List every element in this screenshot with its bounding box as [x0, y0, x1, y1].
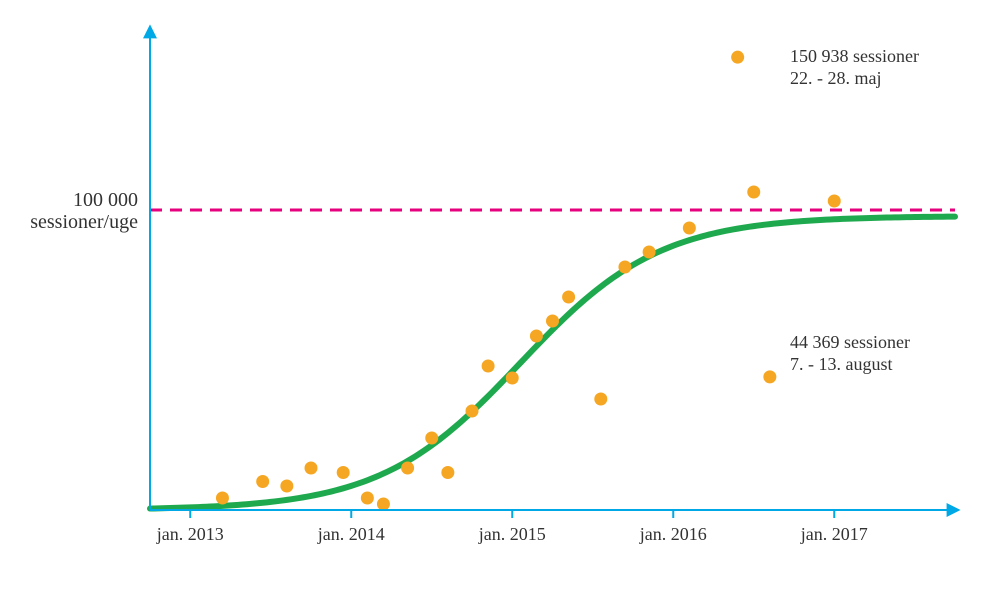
y-axis-label: 100 000sessioner/uge	[30, 189, 138, 233]
data-point	[361, 492, 374, 505]
x-tick-label: jan. 2017	[800, 524, 868, 544]
data-point	[425, 432, 438, 445]
data-point	[618, 261, 631, 274]
scatter-points	[216, 51, 841, 511]
data-point	[546, 315, 559, 328]
data-point	[216, 492, 229, 505]
data-point	[401, 462, 414, 475]
x-tick-label: jan. 2013	[156, 524, 224, 544]
data-point	[747, 186, 760, 199]
annotation: 150 938 sessioner22. - 28. maj	[790, 46, 919, 88]
annotation: 44 369 sessioner7. - 13. august	[790, 332, 910, 374]
data-point	[441, 466, 454, 479]
data-point	[305, 462, 318, 475]
data-point	[337, 466, 350, 479]
data-point	[828, 195, 841, 208]
data-point	[594, 393, 607, 406]
data-point	[683, 222, 696, 235]
data-point	[280, 480, 293, 493]
data-point	[482, 360, 495, 373]
data-point	[562, 291, 575, 304]
chart-svg: jan. 2013 jan. 2014 jan. 2015 jan. 2016 jan.…	[0, 0, 997, 590]
data-point	[731, 51, 744, 64]
data-point	[506, 372, 519, 385]
data-point	[643, 246, 656, 259]
data-point	[763, 370, 776, 383]
sessions-chart: jan. 2013 jan. 2014 jan. 2015 jan. 2016 jan.…	[0, 0, 997, 590]
data-point	[530, 330, 543, 343]
x-tick-label: jan. 2014	[317, 524, 385, 544]
data-point	[377, 498, 390, 511]
x-tick-label: jan. 2015	[478, 524, 546, 544]
x-tick-label: jan. 2016	[639, 524, 707, 544]
data-point	[466, 405, 479, 418]
data-point	[256, 475, 269, 488]
